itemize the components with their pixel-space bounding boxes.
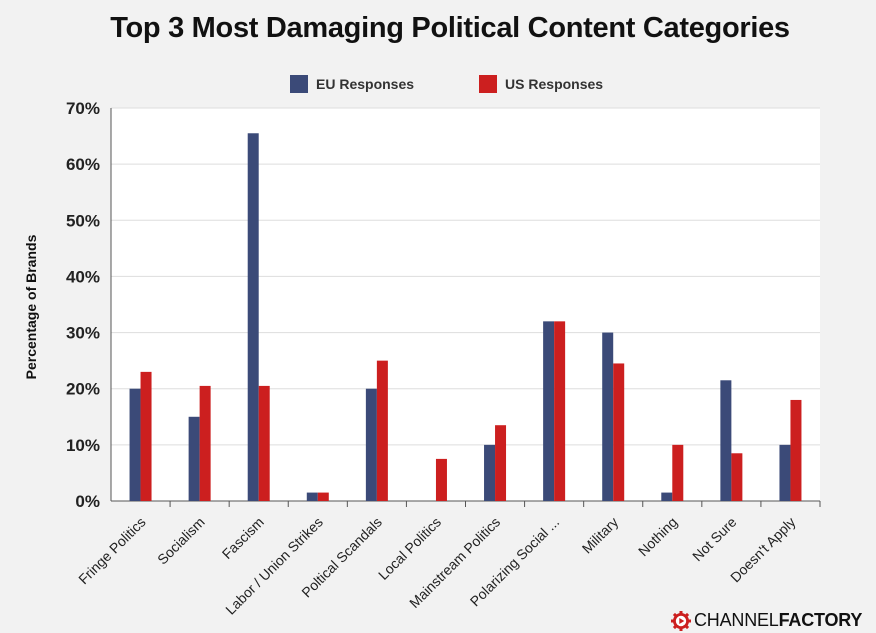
bar-us xyxy=(199,385,211,501)
y-tick-label: 20% xyxy=(66,380,100,399)
bar-eu xyxy=(543,321,555,501)
plot-area xyxy=(111,108,820,501)
bar-us xyxy=(140,371,152,501)
logo-text-factory: FACTORY xyxy=(778,610,863,630)
bar-us xyxy=(672,444,684,501)
y-tick-label: 30% xyxy=(66,324,100,343)
bar-eu xyxy=(365,388,377,501)
x-tick-label: Labor / Union Strikes xyxy=(222,514,326,618)
channel-factory-logo: CHANNEL FACTORY xyxy=(671,610,862,631)
gear-play-icon xyxy=(671,610,691,631)
x-tick-label: Not Sure xyxy=(689,514,740,565)
bar-eu xyxy=(306,492,318,501)
x-tick-label: Socialism xyxy=(154,514,208,568)
bar-eu xyxy=(779,444,791,501)
x-tick-label: Military xyxy=(579,514,622,557)
legend-label-eu: EU Responses xyxy=(316,76,415,92)
x-tick-label: Nothing xyxy=(635,514,680,559)
legend-item-us: US Responses xyxy=(479,75,603,93)
y-tick-label: 50% xyxy=(66,211,100,230)
bar-eu xyxy=(129,388,141,501)
bar-us xyxy=(554,321,566,501)
bar-eu xyxy=(484,444,496,501)
legend-swatch-us xyxy=(479,75,498,93)
legend-swatch-eu xyxy=(290,75,308,93)
bar-us xyxy=(495,425,507,501)
bar-eu xyxy=(602,332,614,501)
y-tick-label: 40% xyxy=(66,267,100,286)
chart-title: Top 3 Most Damaging Political Content Ca… xyxy=(110,12,790,44)
bar-us xyxy=(258,385,270,501)
y-tick-label: 70% xyxy=(66,99,100,118)
legend: EU Responses US Responses xyxy=(290,74,668,94)
bar-us xyxy=(790,399,802,501)
bar-us xyxy=(376,360,388,501)
bar-eu xyxy=(188,416,200,501)
y-tick-label: 10% xyxy=(66,436,100,455)
bar-us xyxy=(731,453,743,501)
bar-eu xyxy=(661,492,673,501)
legend-label-us: US Responses xyxy=(505,76,604,92)
bar-us xyxy=(317,492,329,501)
bar-us xyxy=(435,458,447,501)
logo-text-channel: CHANNEL xyxy=(694,610,779,630)
x-tick-label: Fascism xyxy=(219,514,267,562)
legend-item-eu: EU Responses xyxy=(290,75,414,93)
x-tick-label: Fringe Politics xyxy=(75,514,148,587)
bar-eu xyxy=(720,380,732,501)
bar-us xyxy=(613,363,625,501)
bar-eu xyxy=(247,133,259,501)
y-tick-label: 0% xyxy=(75,492,100,511)
y-tick-label: 60% xyxy=(66,155,100,174)
